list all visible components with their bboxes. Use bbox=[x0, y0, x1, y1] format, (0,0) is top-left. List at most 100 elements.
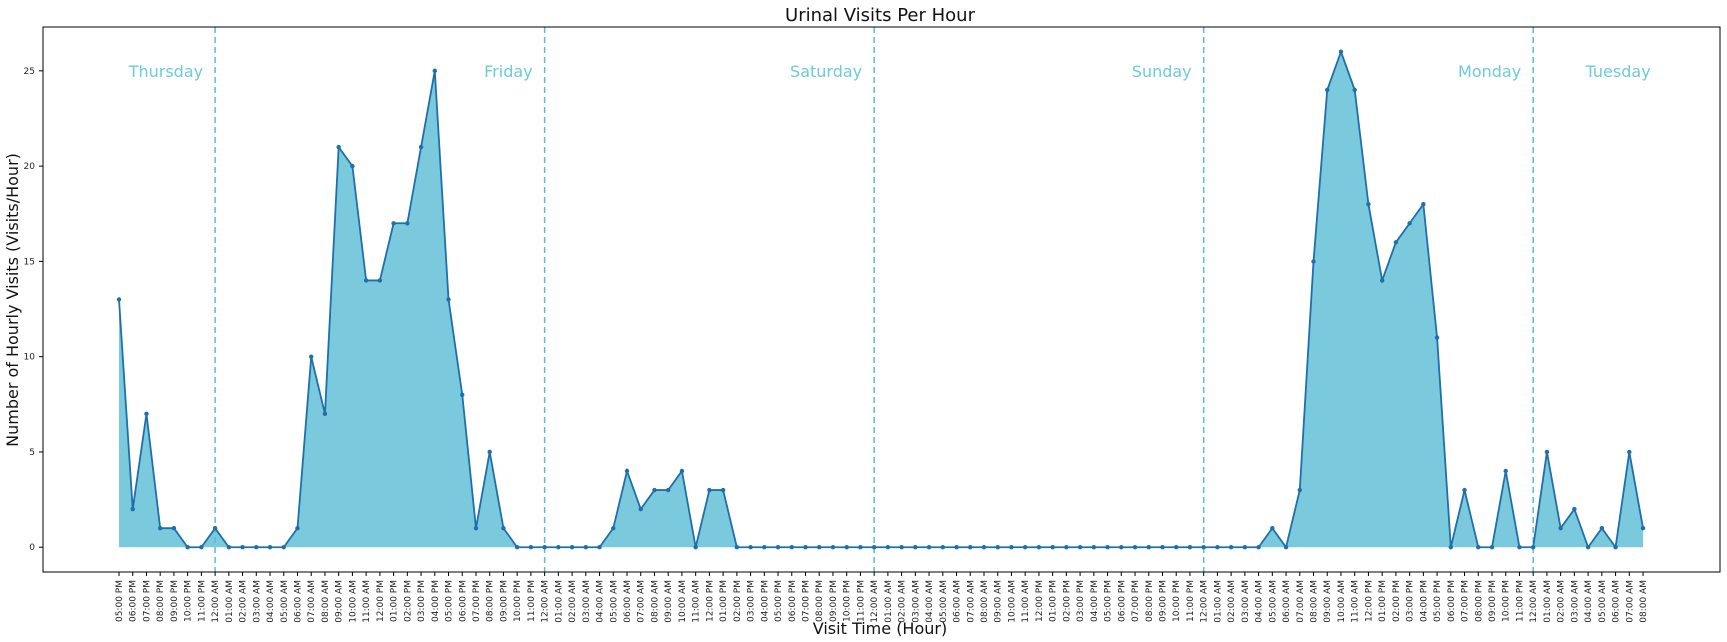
data-point bbox=[1091, 545, 1097, 550]
data-point bbox=[1572, 506, 1577, 512]
chart-title: Urinal Visits Per Hour bbox=[785, 5, 976, 26]
data-point bbox=[1325, 87, 1330, 93]
data-point bbox=[1448, 545, 1454, 550]
data-point bbox=[1640, 525, 1646, 531]
x-tick-label: 06:00 PM bbox=[458, 580, 468, 622]
x-tick-label: 07:00 PM bbox=[142, 580, 152, 622]
x-tick-label: 05:00 AM bbox=[1598, 580, 1608, 623]
x-tick-label: 09:00 AM bbox=[1323, 580, 1333, 623]
day-label: Friday bbox=[484, 62, 533, 81]
x-tick-label: 05:00 PM bbox=[1433, 580, 1443, 622]
data-point bbox=[1338, 49, 1344, 54]
data-point bbox=[473, 525, 479, 531]
x-tick-label: 09:00 AM bbox=[335, 580, 345, 623]
x-tick-label: 06:00 AM bbox=[1612, 580, 1622, 623]
data-point bbox=[1530, 545, 1536, 550]
data-point bbox=[1036, 545, 1042, 550]
x-tick-label: 04:00 PM bbox=[1090, 580, 1100, 622]
data-point bbox=[212, 525, 218, 531]
x-tick-label: 03:00 AM bbox=[252, 580, 262, 623]
x-tick-label: 09:00 PM bbox=[1488, 580, 1498, 622]
data-point bbox=[405, 221, 410, 226]
data-point bbox=[1407, 221, 1412, 226]
area-fill bbox=[119, 51, 1644, 548]
day-label: Tuesday bbox=[1585, 62, 1651, 81]
x-tick-label: 08:00 PM bbox=[156, 580, 166, 622]
x-tick-label: 02:00 AM bbox=[239, 580, 249, 623]
data-point bbox=[322, 411, 328, 417]
x-tick-label: 01:00 PM bbox=[719, 580, 729, 622]
data-point bbox=[803, 545, 808, 550]
x-tick-label: 10:00 AM bbox=[1007, 580, 1017, 623]
x-tick-label: 10:00 AM bbox=[678, 580, 688, 623]
data-point bbox=[1256, 545, 1261, 550]
x-tick-label: 12:00 AM bbox=[1529, 580, 1539, 623]
x-tick-label: 07:00 PM bbox=[802, 580, 812, 622]
x-tick-label: 03:00 PM bbox=[1406, 580, 1416, 622]
data-point bbox=[1517, 545, 1522, 550]
data-point bbox=[679, 468, 685, 474]
data-point bbox=[199, 545, 204, 550]
data-point bbox=[844, 545, 849, 550]
x-tick-label: 08:00 AM bbox=[321, 580, 331, 623]
data-point bbox=[295, 525, 300, 531]
x-tick-label: 02:00 AM bbox=[1227, 580, 1237, 623]
x-tick-label: 04:00 AM bbox=[596, 580, 606, 623]
day-label: Monday bbox=[1458, 62, 1521, 81]
data-point bbox=[542, 545, 547, 550]
x-tick-label: 09:00 PM bbox=[170, 580, 180, 622]
x-tick-label: 01:00 AM bbox=[225, 580, 235, 623]
data-point bbox=[1009, 545, 1014, 550]
data-point bbox=[1297, 487, 1302, 493]
x-tick-label: 11:00 AM bbox=[692, 580, 702, 623]
x-tick-label: 07:00 AM bbox=[637, 580, 647, 623]
y-tick-label: 15 bbox=[24, 257, 35, 267]
data-point bbox=[1421, 202, 1426, 207]
x-tick-label: 05:00 AM bbox=[609, 580, 619, 623]
data-point bbox=[1201, 545, 1206, 550]
x-tick-label: 03:00 AM bbox=[1241, 580, 1251, 623]
data-point bbox=[871, 545, 877, 550]
x-tick-label: 11:00 AM bbox=[362, 580, 372, 623]
data-point bbox=[267, 545, 273, 550]
x-tick-label: 11:00 PM bbox=[1186, 580, 1196, 622]
x-tick-label: 04:00 AM bbox=[1255, 580, 1265, 623]
x-tick-label: 09:00 PM bbox=[499, 580, 509, 622]
data-point bbox=[1599, 525, 1605, 531]
data-point bbox=[350, 163, 355, 169]
x-tick-label: 07:00 PM bbox=[472, 580, 482, 622]
data-point bbox=[1393, 240, 1399, 245]
data-point bbox=[1077, 545, 1083, 550]
x-tick-label: 10:00 PM bbox=[843, 580, 853, 622]
data-point bbox=[652, 487, 657, 493]
x-tick-label: 01:00 PM bbox=[1049, 580, 1059, 622]
x-tick-label: 07:00 PM bbox=[1461, 580, 1471, 622]
x-tick-label: 12:00 PM bbox=[1035, 580, 1045, 622]
x-tick-label: 12:00 PM bbox=[1364, 580, 1374, 622]
x-tick-label: 02:00 PM bbox=[1392, 580, 1402, 622]
x-tick-label: 01:00 AM bbox=[1543, 580, 1553, 623]
data-point bbox=[460, 392, 465, 397]
data-point bbox=[968, 545, 973, 550]
data-point bbox=[611, 525, 616, 531]
day-label: Saturday bbox=[790, 62, 862, 81]
x-tick-label: 12:00 AM bbox=[1200, 580, 1210, 623]
x-tick-label: 06:00 PM bbox=[129, 580, 139, 622]
data-point bbox=[363, 278, 369, 283]
x-tick-label: 06:00 PM bbox=[1447, 580, 1457, 622]
data-point bbox=[514, 545, 520, 550]
data-point bbox=[954, 545, 959, 550]
x-tick-label: 04:00 AM bbox=[925, 580, 935, 623]
data-point bbox=[1228, 545, 1234, 550]
data-point bbox=[1270, 525, 1275, 531]
data-point bbox=[1187, 545, 1193, 550]
data-point bbox=[1476, 545, 1481, 550]
x-tick-label: 02:00 PM bbox=[403, 580, 413, 622]
data-point bbox=[418, 144, 424, 150]
data-point bbox=[583, 545, 589, 550]
x-tick-label: 08:00 PM bbox=[1145, 580, 1155, 622]
x-tick-label: 04:00 PM bbox=[760, 580, 770, 622]
data-point bbox=[1119, 545, 1124, 550]
data-point bbox=[487, 449, 492, 455]
